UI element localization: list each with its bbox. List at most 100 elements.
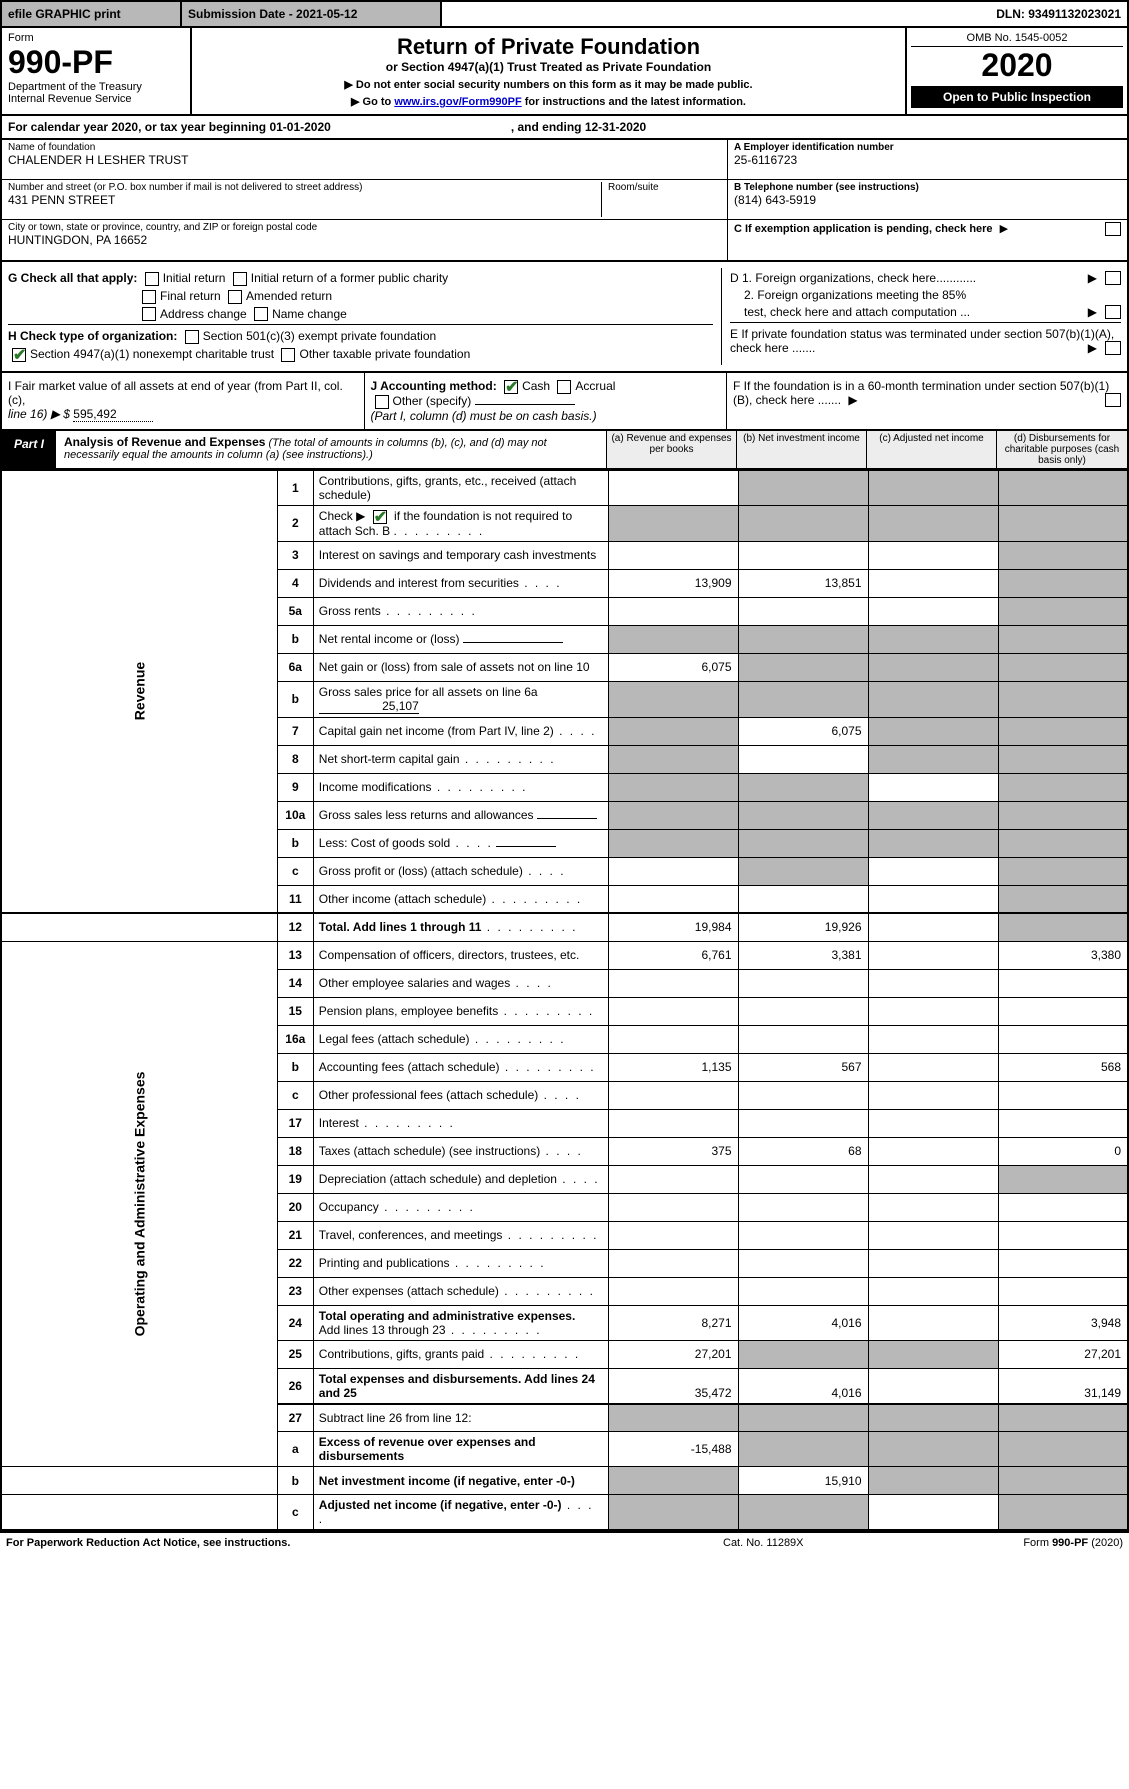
part1-table: Revenue 1Contributions, gifts, grants, e…	[0, 470, 1129, 1531]
other-taxable-checkbox[interactable]	[281, 348, 295, 362]
omb-number: OMB No. 1545-0052	[911, 32, 1123, 47]
ein-value: 25-6116723	[734, 153, 1121, 167]
col-d-header: (d) Disbursements for charitable purpose…	[997, 431, 1127, 468]
j-cash: Cash	[522, 379, 550, 393]
table-row: cAdjusted net income (if negative, enter…	[1, 1495, 1128, 1531]
paperwork-notice: For Paperwork Reduction Act Notice, see …	[6, 1537, 723, 1549]
row19-desc: Depreciation (attach schedule) and deple…	[313, 1165, 608, 1193]
row24-desc: Total operating and administrative expen…	[313, 1305, 608, 1340]
f-label: F If the foundation is in a 60-month ter…	[733, 379, 1109, 407]
instruction-1: ▶ Do not enter social security numbers o…	[198, 78, 899, 91]
revenue-side-label: Revenue	[1, 470, 277, 913]
4947a1-checkbox[interactable]	[12, 348, 26, 362]
g-opt4: Amended return	[246, 289, 332, 303]
d2b-label: test, check here and attach computation …	[744, 305, 970, 319]
form-page: efile GRAPHIC print Submission Date - 20…	[0, 0, 1129, 1553]
fmv-value: 595,492	[73, 407, 153, 422]
section-d-e: D 1. Foreign organizations, check here..…	[721, 268, 1121, 365]
other-method-checkbox[interactable]	[375, 395, 389, 409]
g-opt1: Initial return	[163, 271, 226, 285]
exemption-checkbox[interactable]	[1105, 222, 1121, 236]
phone-value: (814) 643-5919	[734, 193, 1121, 207]
r25d: 27,201	[998, 1340, 1128, 1368]
row7-desc: Capital gain net income (from Part IV, l…	[313, 717, 608, 745]
instr2-post: for instructions and the latest informat…	[525, 96, 746, 108]
tax-year: 2020	[911, 47, 1123, 84]
arrow-icon: ▶	[1088, 341, 1097, 355]
initial-return-checkbox[interactable]	[145, 272, 159, 286]
efile-print-button[interactable]: efile GRAPHIC print	[2, 2, 182, 26]
row18-desc: Taxes (attach schedule) (see instruction…	[313, 1137, 608, 1165]
form-header: Form 990-PF Department of the Treasury I…	[0, 28, 1129, 116]
info-right: A Employer identification number 25-6116…	[727, 140, 1127, 260]
section-g-d: G Check all that apply: Initial return I…	[0, 262, 1129, 373]
row10a-desc: Gross sales less returns and allowances	[313, 801, 608, 829]
name-change-checkbox[interactable]	[254, 307, 268, 321]
arrow-icon: ▶	[1088, 305, 1097, 319]
row22-desc: Printing and publications	[313, 1249, 608, 1277]
row27a-desc: Excess of revenue over expenses and disb…	[313, 1432, 608, 1467]
schb-checkbox[interactable]	[373, 510, 387, 524]
cash-checkbox[interactable]	[504, 380, 518, 394]
other-specify-line[interactable]	[475, 404, 575, 405]
i-label: I Fair market value of all assets at end…	[8, 379, 343, 407]
dept-treasury: Department of the Treasury	[8, 81, 184, 93]
arrow-icon: ▶	[848, 393, 857, 407]
table-row: Operating and Administrative Expenses 13…	[1, 941, 1128, 969]
row1-desc: Contributions, gifts, grants, etc., rece…	[313, 470, 608, 505]
r24b: 4,016	[738, 1305, 868, 1340]
row5a-desc: Gross rents	[313, 597, 608, 625]
open-public-badge: Open to Public Inspection	[911, 86, 1123, 108]
part1-header: Part I Analysis of Revenue and Expenses …	[0, 431, 1129, 470]
f-checkbox[interactable]	[1105, 393, 1121, 407]
table-row: 12Total. Add lines 1 through 1119,98419,…	[1, 913, 1128, 941]
row16c-desc: Other professional fees (attach schedule…	[313, 1081, 608, 1109]
h-opt3: Other taxable private foundation	[299, 347, 470, 361]
foundation-name: CHALENDER H LESHER TRUST	[8, 153, 721, 167]
r16bd: 568	[998, 1053, 1128, 1081]
j-other: Other (specify)	[393, 394, 472, 408]
j-note: (Part I, column (d) must be on cash basi…	[371, 409, 597, 423]
e-label: E If private foundation status was termi…	[730, 327, 1114, 355]
part1-desc: Analysis of Revenue and Expenses (The to…	[56, 431, 607, 468]
name-label: Name of foundation	[8, 142, 721, 153]
row27b-desc: Net investment income (if negative, ente…	[313, 1467, 608, 1495]
j-label: J Accounting method:	[371, 379, 497, 393]
r27aa: -15,488	[608, 1432, 738, 1467]
row20-desc: Occupancy	[313, 1193, 608, 1221]
d2-checkbox[interactable]	[1105, 305, 1121, 319]
final-return-checkbox[interactable]	[142, 290, 156, 304]
e-checkbox[interactable]	[1105, 341, 1121, 355]
col-c-header: (c) Adjusted net income	[867, 431, 997, 468]
g-opt6: Name change	[272, 307, 347, 321]
initial-former-checkbox[interactable]	[233, 272, 247, 286]
row27-desc: Subtract line 26 from line 12:	[313, 1404, 608, 1432]
arrow-icon: ▶	[1000, 222, 1008, 235]
year-begin: For calendar year 2020, or tax year begi…	[8, 120, 331, 134]
year-end: , and ending 12-31-2020	[511, 120, 646, 134]
accrual-checkbox[interactable]	[557, 380, 571, 394]
amended-return-checkbox[interactable]	[228, 290, 242, 304]
row4-desc: Dividends and interest from securities	[313, 569, 608, 597]
row27c-desc: Adjusted net income (if negative, enter …	[313, 1495, 608, 1531]
row6a-desc: Net gain or (loss) from sale of assets n…	[313, 653, 608, 681]
part1-label: Part I	[2, 431, 56, 468]
501c3-checkbox[interactable]	[185, 330, 199, 344]
r25a: 27,201	[608, 1340, 738, 1368]
d1-checkbox[interactable]	[1105, 271, 1121, 285]
i-line: line 16) ▶ $	[8, 407, 70, 421]
r12b: 19,926	[738, 913, 868, 941]
header-right: OMB No. 1545-0052 2020 Open to Public In…	[907, 28, 1127, 114]
r4a: 13,909	[608, 569, 738, 597]
cat-number: Cat. No. 11289X	[723, 1537, 923, 1549]
d1-label: D 1. Foreign organizations, check here..…	[730, 271, 976, 285]
form-link[interactable]: www.irs.gov/Form990PF	[394, 96, 521, 108]
col-b-header: (b) Net investment income	[737, 431, 867, 468]
r13a: 6,761	[608, 941, 738, 969]
g-opt5: Address change	[160, 307, 247, 321]
g-label: G Check all that apply:	[8, 271, 137, 285]
row26-desc: Total expenses and disbursements. Add li…	[313, 1368, 608, 1404]
row23-desc: Other expenses (attach schedule)	[313, 1277, 608, 1305]
form-word: Form	[8, 32, 184, 44]
address-change-checkbox[interactable]	[142, 307, 156, 321]
